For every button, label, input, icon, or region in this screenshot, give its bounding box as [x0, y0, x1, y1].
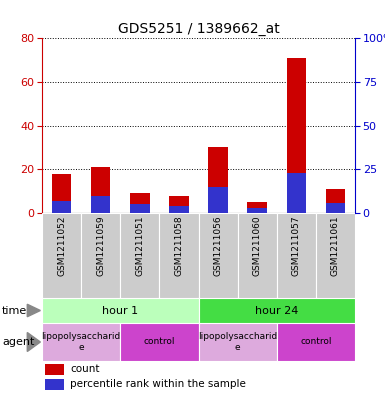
Text: GSM1211061: GSM1211061: [331, 215, 340, 276]
Bar: [326, 202, 345, 213]
Bar: [45, 364, 64, 375]
Bar: [52, 174, 71, 213]
Bar: [208, 147, 228, 213]
Bar: [42, 298, 199, 323]
Bar: [238, 213, 277, 298]
Bar: [286, 173, 306, 213]
Bar: [248, 202, 267, 213]
Text: time: time: [2, 305, 27, 316]
Text: count: count: [70, 364, 100, 375]
Bar: [120, 323, 199, 361]
Bar: [286, 58, 306, 213]
Text: agent: agent: [2, 337, 34, 347]
Text: control: control: [300, 338, 331, 347]
Bar: [130, 204, 150, 213]
Bar: [326, 189, 345, 213]
Bar: [42, 323, 120, 361]
Text: GSM1211057: GSM1211057: [292, 215, 301, 276]
Bar: [199, 323, 277, 361]
Text: GSM1211051: GSM1211051: [135, 215, 144, 276]
Text: percentile rank within the sample: percentile rank within the sample: [70, 379, 246, 389]
Text: GSM1211058: GSM1211058: [174, 215, 183, 276]
Bar: [45, 379, 64, 389]
Bar: [199, 213, 238, 298]
Bar: [42, 213, 81, 298]
Text: GSM1211056: GSM1211056: [214, 215, 223, 276]
Bar: [52, 201, 71, 213]
Bar: [277, 213, 316, 298]
Bar: [208, 187, 228, 213]
Text: GSM1211060: GSM1211060: [253, 215, 262, 276]
Bar: [81, 213, 120, 298]
Text: hour 1: hour 1: [102, 305, 138, 316]
Bar: [159, 213, 199, 298]
Bar: [277, 323, 355, 361]
Bar: [316, 213, 355, 298]
Title: GDS5251 / 1389662_at: GDS5251 / 1389662_at: [118, 22, 280, 36]
Bar: [169, 206, 189, 213]
Bar: [169, 195, 189, 213]
Bar: [130, 193, 150, 213]
Text: control: control: [144, 338, 175, 347]
Bar: [248, 208, 267, 213]
Text: lipopolysaccharid
e: lipopolysaccharid e: [42, 332, 121, 352]
Bar: [199, 298, 355, 323]
Bar: [91, 167, 110, 213]
Text: GSM1211052: GSM1211052: [57, 215, 66, 276]
Bar: [120, 213, 159, 298]
Text: hour 24: hour 24: [255, 305, 298, 316]
Bar: [91, 195, 110, 213]
Text: lipopolysaccharid
e: lipopolysaccharid e: [198, 332, 277, 352]
Polygon shape: [27, 332, 40, 351]
Text: GSM1211059: GSM1211059: [96, 215, 105, 276]
Polygon shape: [27, 304, 40, 317]
